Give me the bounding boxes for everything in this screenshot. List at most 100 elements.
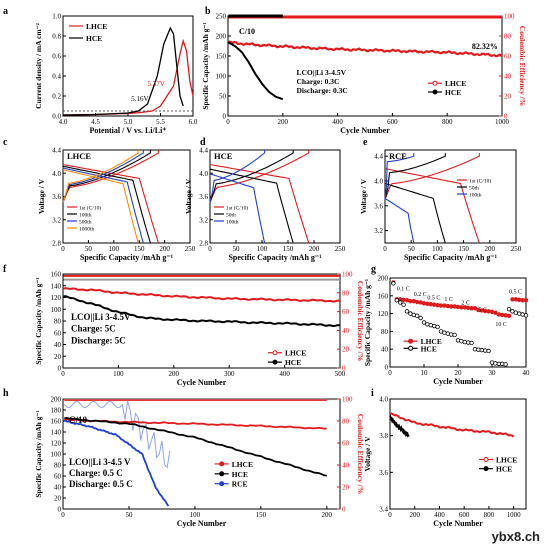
discharge-curve (209, 163, 310, 244)
data-point (503, 362, 508, 367)
x-tick-label: 200 (278, 118, 289, 126)
x-tick-label: 0 (388, 369, 392, 377)
y-tick-label: 100 (51, 306, 62, 314)
panel-e: e 0 50 100 150 200 250 3.2 3.6 4.0 4.4 Specific Cap… (359, 137, 522, 262)
data-point (394, 298, 399, 303)
y-tick-label: 3.2 (52, 216, 61, 224)
x-axis-label: Specific Capacity /mAh g⁻¹ (228, 253, 322, 262)
annotation: Charge: 5C (71, 324, 116, 334)
y-tick-label: 3.4 (379, 506, 388, 514)
y-tick-label: 3.8 (379, 432, 388, 440)
x-tick-label: 50 (408, 245, 416, 253)
y-tick-label: 120 (378, 310, 389, 318)
discharge-curve (209, 168, 294, 244)
legend-label: LHCE (86, 22, 107, 31)
x-axis-label: Potential / V vs. Li/Li⁺ (89, 126, 166, 135)
data-point (398, 300, 403, 305)
x-tick-label: 50 (125, 511, 133, 519)
x-tick-label: 100 (257, 245, 268, 253)
y-tick-label: 0 (58, 365, 62, 373)
watermark: ybx8.ch (491, 529, 540, 544)
x-tick-label: 0 (388, 511, 392, 519)
y-tick-label: 2.8 (52, 240, 61, 248)
discharge-curve (384, 197, 415, 244)
plot-frame (62, 398, 341, 510)
series-line-hce (64, 417, 327, 477)
legend-label: HCE (86, 34, 102, 43)
y-tick-label: 140 (51, 429, 62, 437)
legend-label: 50th (469, 186, 479, 192)
x-tick-label: 300 (224, 370, 235, 378)
data-point (401, 302, 406, 307)
legend-label: 50th (226, 213, 236, 219)
x-tick-label: 150 (256, 511, 267, 519)
x-tick-label: 10 (421, 369, 429, 377)
y2-tick-label: 100 (342, 396, 353, 404)
plot-frame (209, 149, 341, 244)
annotation: C/10 (239, 27, 255, 36)
y2-tick-label: 20 (342, 484, 350, 492)
y2-tick-label: 80 (504, 33, 512, 41)
x-tick-label: 400 (434, 511, 445, 519)
data-point (493, 310, 498, 315)
legend-label: RCE (232, 480, 248, 489)
x-tick-label: 1000 (507, 511, 522, 519)
series-line-hce (62, 26, 184, 116)
panel-letter: f (3, 264, 7, 275)
x-tick-label: 200 (409, 511, 420, 519)
legend-marker (432, 89, 438, 95)
x-tick-label: 400 (279, 370, 290, 378)
legend-label: HCE (496, 465, 512, 474)
y-tick-label: 80 (381, 328, 389, 336)
charge-curve (62, 150, 139, 203)
y2-tick-label: 60 (504, 53, 512, 61)
y-tick-label: 180 (51, 407, 62, 415)
legend-marker (219, 461, 225, 467)
legend-marker (219, 471, 225, 477)
legend-label: 1st (C/10) (226, 205, 248, 212)
x-tick-label: 150 (134, 245, 145, 253)
panel-title: LHCE (67, 151, 91, 161)
y-tick-label: 50 (219, 93, 227, 101)
legend-marker (408, 345, 414, 351)
data-point (404, 309, 410, 314)
y-tick-label: 0.4 (52, 73, 61, 81)
x-tick-label: 50 (85, 245, 93, 253)
panel-b: b0 200 400 600 800 10000501001502002500204060… (201, 6, 527, 135)
x-tick-label: 250 (335, 245, 346, 253)
x-tick-label: 100 (190, 511, 201, 519)
x-tick-label: 20 (455, 369, 463, 377)
plot-frame (62, 15, 194, 117)
data-point (506, 306, 512, 312)
y-tick-label: 150 (216, 53, 227, 61)
x-tick-label: 0 (383, 245, 387, 253)
charge-curve (209, 150, 294, 203)
rate-label: 0.1 C (397, 286, 410, 292)
x-tick-label: 150 (283, 245, 294, 253)
x-tick-label: 1000 (495, 118, 510, 126)
x-tick-label: 0 (61, 370, 65, 378)
series-ce-rce (63, 400, 171, 469)
annotation: C/10 (69, 415, 88, 425)
data-point (452, 332, 457, 338)
discharge-curve (62, 169, 139, 244)
y-tick-label: 4.4 (199, 147, 208, 155)
panel-title: RCE (389, 151, 407, 161)
y2-tick-label: 0 (504, 113, 508, 121)
discharge-curve (62, 165, 151, 244)
x-tick-label: 800 (484, 511, 495, 519)
y-tick-label: 0.6 (52, 53, 61, 61)
x-axis-label: Specific Capacity /mAh g⁻¹ (404, 253, 498, 262)
x-tick-label: 250 (511, 245, 522, 253)
y-axis-label: Voltage / V (363, 436, 372, 472)
legend-label: LHCE (496, 456, 517, 465)
x-tick-label: 200 (309, 245, 320, 253)
y-tick-label: 0 (385, 364, 389, 372)
annotation: 5.16V (131, 95, 148, 103)
x-tick-label: 800 (442, 118, 453, 126)
data-point (469, 340, 474, 346)
y-tick-label: 3.6 (52, 193, 61, 201)
series-line-lhce (63, 287, 341, 303)
y-tick-label: 40 (54, 484, 62, 492)
x-tick-label: 600 (387, 118, 398, 126)
